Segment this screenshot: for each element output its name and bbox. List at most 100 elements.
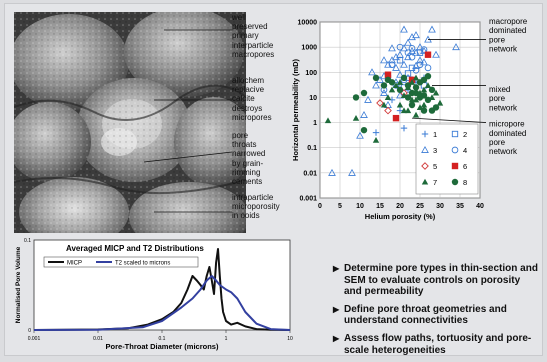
data-point [424,64,432,72]
data-point [420,47,428,54]
sem-label-macropores: well preserved primary interparticle mac… [232,13,275,59]
annotation-line: macropore [489,17,528,26]
y-tick-label: 0.01 [303,170,317,177]
series-line-micp [33,248,291,331]
data-point [388,61,396,69]
legend-label: MICP [67,261,82,267]
data-point [420,107,428,114]
data-point [360,126,368,134]
data-point [328,168,336,176]
data-point [392,63,400,71]
data-point [424,72,432,80]
data-point [324,117,332,124]
x-tick-label: 20 [396,203,404,210]
data-point [372,129,380,136]
x-tick-label: 5 [338,203,342,210]
data-point [388,86,396,93]
data-point [428,25,436,33]
data-point [412,48,420,56]
y-tick-label: 10 [309,95,317,102]
data-point [400,60,408,68]
legend-label: 5 [433,162,437,171]
y-tick-label: 100 [305,70,317,77]
legend-marker [421,130,429,138]
bullet-arrow-icon: ▶ [333,333,340,343]
data-point [372,136,380,143]
bullet-item: ▶ Determine pore types in thin-section an… [333,263,538,298]
annotation-line: dominated [489,129,526,138]
sem-label-intraparticle: intraparticle microporosity in ooids [232,193,280,221]
legend-marker [421,145,429,153]
data-point [396,43,404,51]
x-tick-label: 40 [476,203,484,210]
data-point [392,114,400,122]
series-8 [352,72,440,134]
data-point [380,56,388,64]
data-point [404,53,412,61]
y-tick-label: 0 [28,328,31,334]
data-point [404,49,412,57]
data-point [396,86,404,94]
data-point [384,71,392,78]
data-point [380,82,388,89]
legend-marker [451,178,459,186]
x-tick-label: 0.001 [28,336,41,342]
data-point [352,94,360,101]
x-tick-label: 35 [456,203,464,210]
x-tick-label: 25 [416,203,424,210]
data-point [364,95,372,103]
data-point [384,106,392,115]
data-point [412,89,420,97]
y-tick-label: 0.1 [307,145,317,152]
data-point [416,56,424,64]
data-point [384,94,392,100]
data-point [360,110,368,118]
legend-label: 7 [433,178,437,187]
x-tick-label: 0.1 [159,336,166,342]
annotation-label: macropore dominated pore network [489,17,528,54]
data-point [428,86,436,94]
x-tick-label: 15 [376,203,384,210]
data-point [360,89,368,97]
data-point [396,50,404,58]
legend-label: 3 [433,146,437,155]
data-point [396,107,404,114]
annotation-line: pore [489,35,506,44]
data-point [396,70,404,78]
data-point [424,82,432,88]
chart-title: Averaged MICP and T2 Distributions [66,244,204,253]
data-point [424,96,432,104]
annotation-line: mixed [489,85,510,94]
sem-label-pore-throats: pore throats narrowed by grain- rimming … [232,131,266,187]
data-point [404,94,412,101]
data-point [396,91,404,99]
legend-label: 6 [463,162,467,171]
data-point [400,107,408,114]
annotation-leader [411,117,487,123]
data-point [412,66,420,74]
legend-label: 1 [433,130,437,139]
data-point [432,89,440,96]
legend-label: 4 [463,146,467,155]
data-point [416,61,424,69]
sem-micrograph [14,12,246,233]
data-point [412,84,420,91]
annotation-line: pore [489,94,506,103]
bullet-item: ▶ Define pore throat geometries and under… [333,303,507,327]
x-tick-label: 10 [356,203,364,210]
legend-box [43,256,199,268]
x-tick-label: 0 [318,203,322,210]
annotation-line: pore [489,138,506,147]
series-line-t2 [33,275,291,331]
x-tick-label: 0.01 [93,336,103,342]
y-tick-label: 1 [313,120,317,127]
data-point [352,114,360,121]
annotation-label: mixed pore network [489,85,518,112]
y-tick-label: 10000 [298,20,318,27]
data-point [396,101,404,108]
legend-marker [421,178,429,185]
data-point [420,86,428,93]
data-point [412,74,420,81]
data-point [396,79,404,85]
